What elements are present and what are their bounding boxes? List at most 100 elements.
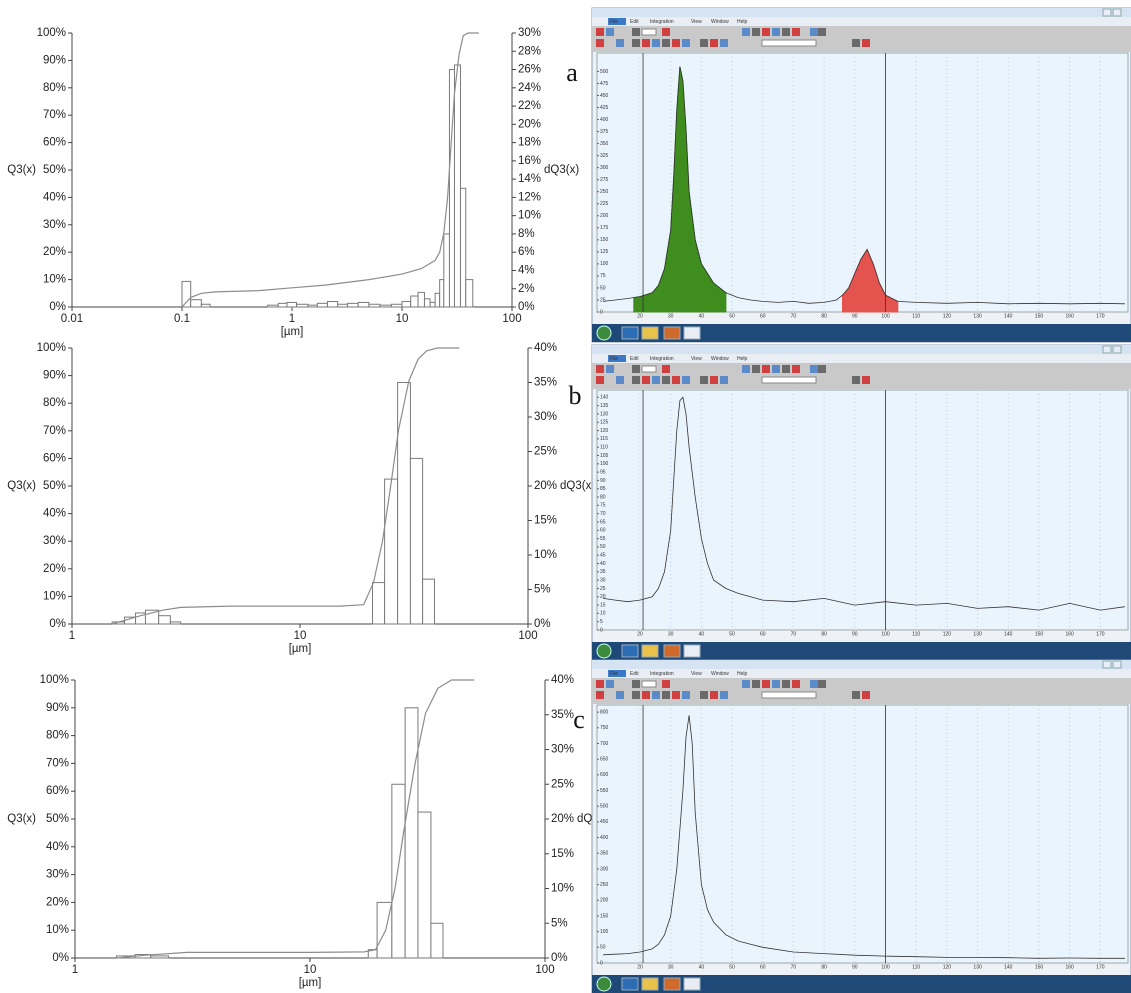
toolbar-icon[interactable]: [596, 39, 604, 47]
taskbar-icon[interactable]: [641, 977, 659, 991]
toolbar-icon[interactable]: [852, 376, 860, 384]
menu-item[interactable]: View: [691, 671, 702, 677]
menu-item[interactable]: File: [610, 356, 618, 362]
toolbar-icon[interactable]: [682, 376, 690, 384]
toolbar-icon[interactable]: [606, 28, 614, 36]
toolbar-icon[interactable]: [762, 365, 770, 373]
toolbar-icon[interactable]: [596, 691, 604, 699]
toolbar-icon[interactable]: [782, 680, 790, 688]
start-button[interactable]: [596, 976, 612, 992]
toolbar-icon[interactable]: [672, 39, 680, 47]
menu-item[interactable]: Integration: [650, 19, 674, 25]
toolbar-icon[interactable]: [652, 691, 660, 699]
toolbar-icon[interactable]: [710, 39, 718, 47]
taskbar-icon[interactable]: [683, 977, 701, 991]
toolbar-icon[interactable]: [616, 691, 624, 699]
toolbar-icon[interactable]: [652, 376, 660, 384]
menu-item[interactable]: Help: [737, 671, 748, 677]
toolbar-icon[interactable]: [762, 680, 770, 688]
toolbar-icon[interactable]: [632, 28, 640, 36]
taskbar-icon[interactable]: [621, 977, 639, 991]
toolbar-icon[interactable]: [642, 376, 650, 384]
toolbar-icon[interactable]: [792, 680, 800, 688]
toolbar-icon[interactable]: [700, 691, 708, 699]
taskbar-icon[interactable]: [683, 326, 701, 340]
toolbar-icon[interactable]: [662, 691, 670, 699]
toolbar-icon[interactable]: [616, 376, 624, 384]
toolbar-icon[interactable]: [632, 376, 640, 384]
toolbar-icon[interactable]: [710, 376, 718, 384]
toolbar-icon[interactable]: [862, 376, 870, 384]
menu-item[interactable]: File: [610, 671, 618, 677]
toolbar-icon[interactable]: [810, 680, 818, 688]
toolbar-icon[interactable]: [700, 39, 708, 47]
toolbar-icon[interactable]: [752, 365, 760, 373]
toolbar-icon[interactable]: [742, 680, 750, 688]
toolbar-icon[interactable]: [752, 28, 760, 36]
toolbar-icon[interactable]: [672, 376, 680, 384]
toolbar-icon[interactable]: [632, 680, 640, 688]
taskbar-icon[interactable]: [641, 644, 659, 658]
toolbar-icon[interactable]: [818, 28, 826, 36]
menu-item[interactable]: Integration: [650, 356, 674, 362]
menu-item[interactable]: View: [691, 356, 702, 362]
toolbar-icon[interactable]: [862, 691, 870, 699]
toolbar-icon[interactable]: [720, 691, 728, 699]
menu-item[interactable]: Edit: [630, 356, 639, 362]
toolbar-icon[interactable]: [632, 39, 640, 47]
toolbar-icon[interactable]: [682, 691, 690, 699]
taskbar-icon[interactable]: [621, 326, 639, 340]
menu-item[interactable]: Help: [737, 356, 748, 362]
toolbar-icon[interactable]: [792, 28, 800, 36]
toolbar-icon[interactable]: [596, 365, 604, 373]
toolbar-icon[interactable]: [606, 680, 614, 688]
toolbar-icon[interactable]: [720, 376, 728, 384]
toolbar-icon[interactable]: [742, 28, 750, 36]
toolbar-icon[interactable]: [662, 28, 670, 36]
toolbar-icon[interactable]: [662, 39, 670, 47]
toolbar-icon[interactable]: [810, 28, 818, 36]
taskbar-icon[interactable]: [621, 644, 639, 658]
menu-item[interactable]: Edit: [630, 671, 639, 677]
menu-item[interactable]: Integration: [650, 671, 674, 677]
menu-item[interactable]: View: [691, 19, 702, 25]
toolbar-icon[interactable]: [772, 365, 780, 373]
taskbar-icon[interactable]: [641, 326, 659, 340]
toolbar-icon[interactable]: [700, 376, 708, 384]
toolbar-icon[interactable]: [652, 39, 660, 47]
menu-item[interactable]: Window: [711, 671, 729, 677]
toolbar-icon[interactable]: [720, 39, 728, 47]
toolbar-icon[interactable]: [616, 39, 624, 47]
toolbar-icon[interactable]: [596, 28, 604, 36]
toolbar-icon[interactable]: [782, 365, 790, 373]
toolbar-icon[interactable]: [772, 28, 780, 36]
toolbar-icon[interactable]: [596, 376, 604, 384]
toolbar-icon[interactable]: [852, 691, 860, 699]
taskbar-icon[interactable]: [663, 644, 681, 658]
taskbar-icon[interactable]: [683, 644, 701, 658]
toolbar-icon[interactable]: [862, 39, 870, 47]
toolbar-icon[interactable]: [672, 691, 680, 699]
toolbar-icon[interactable]: [742, 365, 750, 373]
toolbar-icon[interactable]: [810, 365, 818, 373]
toolbar-icon[interactable]: [792, 365, 800, 373]
toolbar-icon[interactable]: [782, 28, 790, 36]
taskbar-icon[interactable]: [663, 326, 681, 340]
taskbar-icon[interactable]: [663, 977, 681, 991]
toolbar-icon[interactable]: [772, 680, 780, 688]
toolbar-icon[interactable]: [662, 376, 670, 384]
toolbar-icon[interactable]: [818, 365, 826, 373]
start-button[interactable]: [596, 643, 612, 659]
menu-item[interactable]: Window: [711, 19, 729, 25]
toolbar-icon[interactable]: [642, 39, 650, 47]
toolbar-icon[interactable]: [682, 39, 690, 47]
menu-item[interactable]: Window: [711, 356, 729, 362]
menu-item[interactable]: File: [610, 19, 618, 25]
toolbar-icon[interactable]: [710, 691, 718, 699]
toolbar-icon[interactable]: [606, 365, 614, 373]
toolbar-icon[interactable]: [632, 365, 640, 373]
toolbar-icon[interactable]: [762, 28, 770, 36]
toolbar-icon[interactable]: [662, 680, 670, 688]
toolbar-icon[interactable]: [752, 680, 760, 688]
start-button[interactable]: [596, 325, 612, 341]
